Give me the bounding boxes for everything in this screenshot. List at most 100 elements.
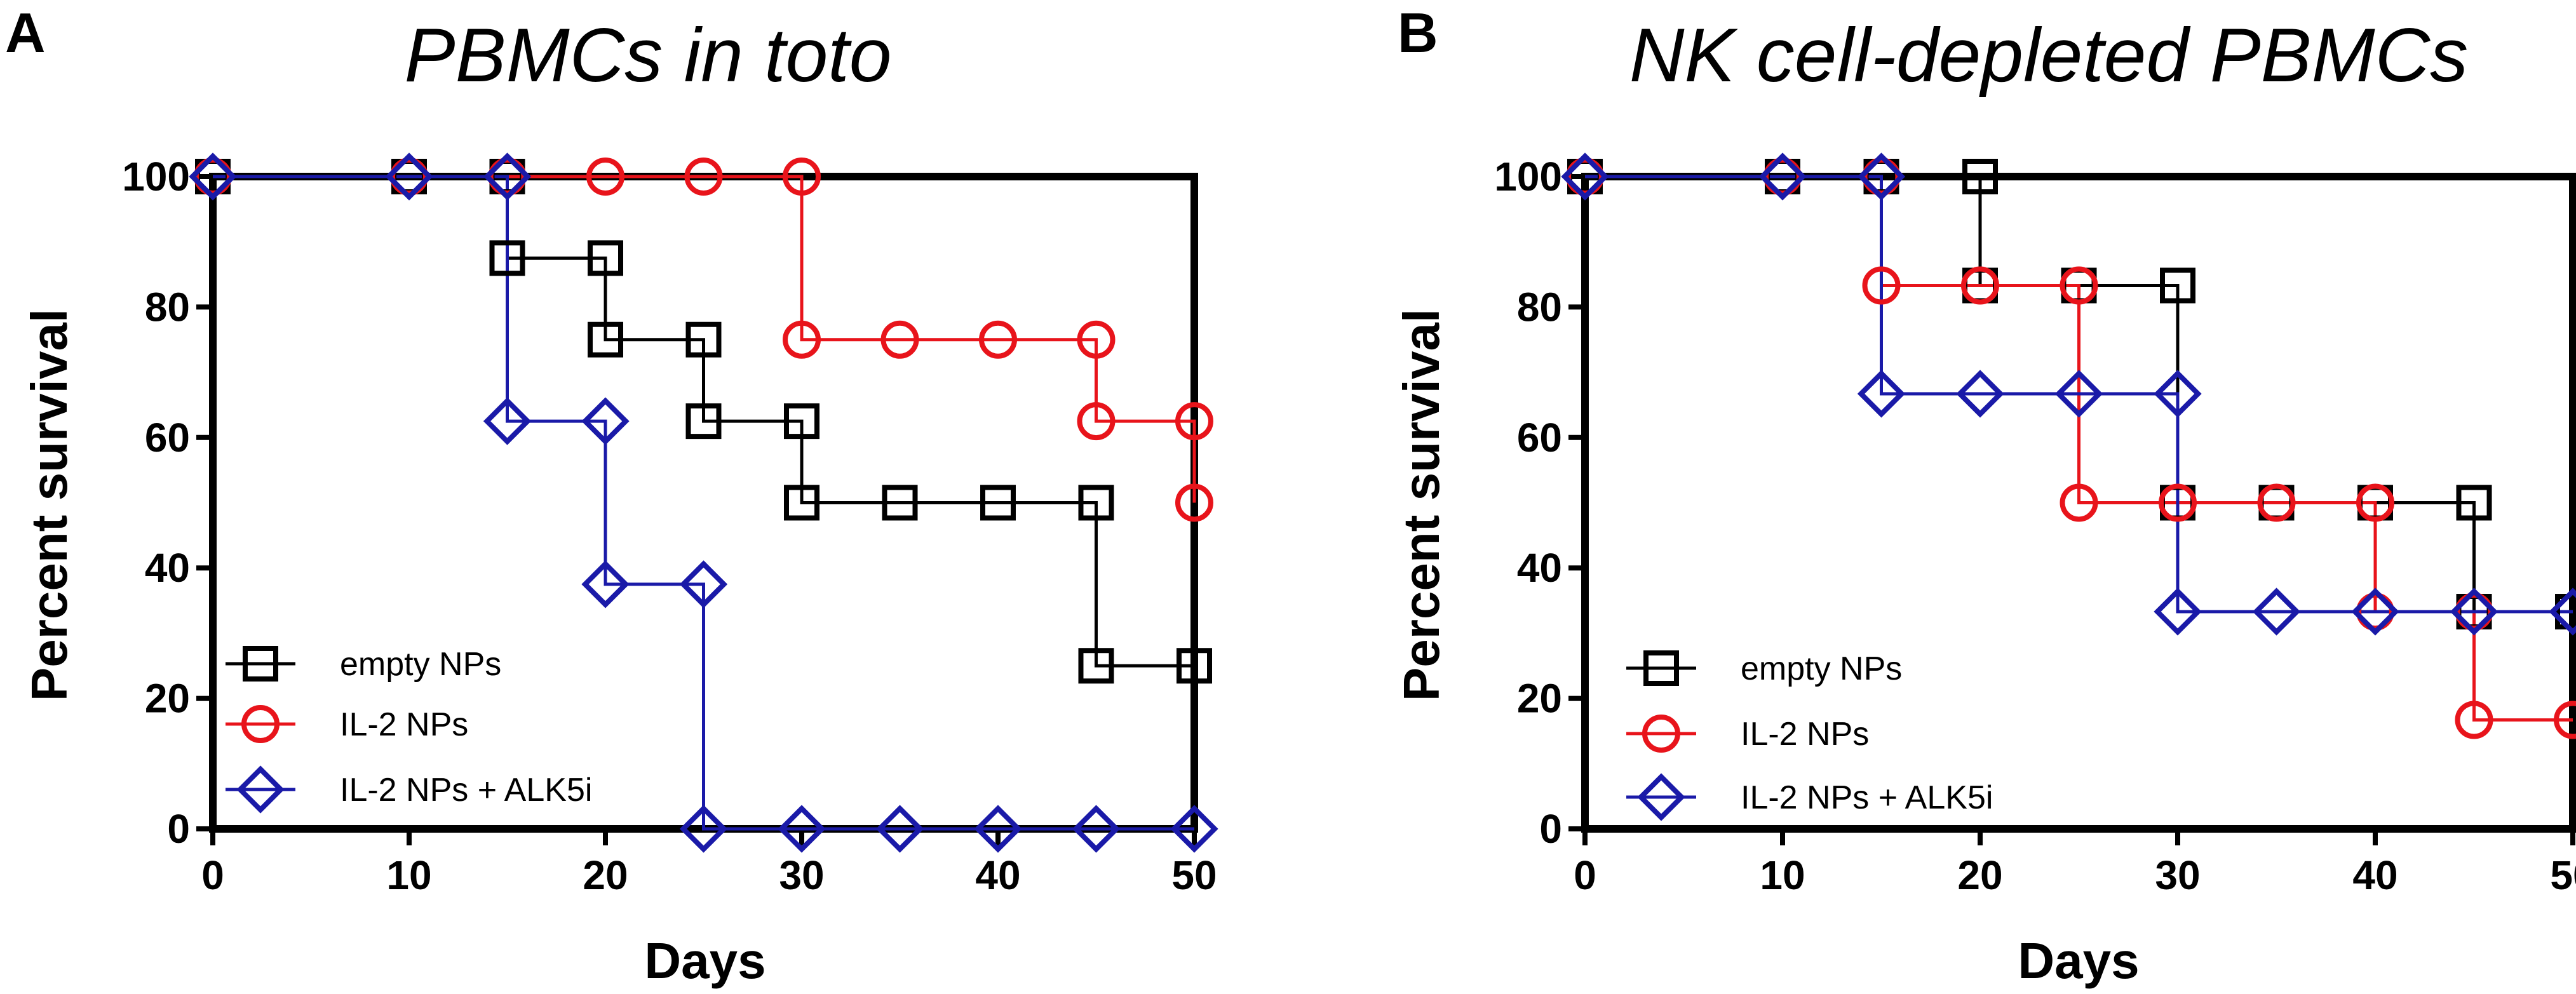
panel-b-series-2-marker (1857, 152, 1906, 201)
panel-a-series-line-2 (213, 175, 1194, 831)
panel-a-legend-marker-0 (243, 646, 278, 682)
panel-a-series-0-marker (1078, 648, 1114, 684)
panel-a-series-0-marker (980, 485, 1016, 521)
panel-b-legend-label-0: empty NPs (1741, 650, 1902, 687)
panel-b-series-0-marker (2555, 594, 2576, 630)
panel-b-series-2-marker (1956, 370, 2004, 418)
panel-a: A PBMCs in toto 0 20 40 60 80 100 0 10 20 30 40 50 e… (5, 1, 1218, 989)
panel-a-series-2-marker (875, 805, 924, 853)
panel-b-legend-label-1: IL-2 NPs (1741, 716, 1869, 753)
panel-a-series-1-marker (979, 320, 1017, 359)
panel-a-x-tick-label: 10 (386, 852, 431, 898)
panel-a-series-0-marker (588, 240, 623, 276)
panel-a-series-2-marker (778, 805, 826, 853)
panel-b-series-2-marker (2351, 588, 2399, 636)
panel-b-series-1-marker (1763, 158, 1802, 196)
panel-a-series-0-marker (685, 403, 722, 440)
panel-a-series-1-marker (488, 158, 527, 196)
panel-a-y-tick-label: 20 (145, 676, 190, 722)
panel-b-x-tick-label: 0 (1574, 852, 1596, 898)
panel-b-series-1-marker (2257, 483, 2296, 522)
panel-b-series-1-marker (2060, 483, 2098, 522)
panel-b-x-axis-title: Days (2018, 932, 2139, 989)
panel-b-series-0-marker (2456, 485, 2492, 521)
panel-a-letter: A (5, 1, 46, 64)
panel-a-series-0-marker (489, 240, 525, 276)
panel-b-x-tick-label: 30 (2155, 852, 2200, 898)
panel-b-series-line-2 (1585, 175, 2573, 614)
panel-a-series-1-marker (390, 158, 428, 196)
panel-b-series-1-marker (2455, 593, 2493, 631)
panel-a-series-0-marker (685, 321, 722, 358)
panel-b-y-tick-label: 100 (1494, 154, 1562, 199)
panel-b-y-tick-label: 80 (1517, 284, 1562, 330)
panel-a-legend-label-2: IL-2 NPs + ALK5i (340, 772, 592, 809)
panel-a-series-1-marker (1077, 402, 1116, 441)
panel-a-series-2-marker (581, 397, 630, 445)
panel-a-x-tick-label: 30 (779, 852, 824, 898)
panel-a-series-2-marker (1072, 805, 1121, 853)
panel-a-series-1-marker (194, 158, 232, 196)
panel-a-legend-marker-2 (236, 765, 285, 814)
panel-a-x-tick-label: 20 (583, 852, 628, 898)
panel-a-y-axis-title: Percent survival (21, 309, 78, 701)
panel-b-series-2-marker (2549, 588, 2576, 636)
panel-a-series-1-marker (880, 320, 919, 359)
panel-a-series-line-1 (213, 175, 1196, 503)
panel-b-y-tick-label: 20 (1517, 676, 1562, 722)
panel-a-x-axis-title: Days (644, 932, 765, 989)
panel-b-legend-label-2: IL-2 NPs + ALK5i (1741, 779, 1993, 816)
panel-b-plot: 0 20 40 60 80 100 0 10 20 30 40 50 empty NPs IL-2 NPs… (1494, 152, 2576, 898)
panel-a-x-tick-label: 40 (975, 852, 1020, 898)
panel-a-series-2-marker (679, 560, 728, 608)
panel-a-plot: 0 20 40 60 80 100 0 10 20 30 40 50 empty NPs IL-2 NPs… (122, 152, 1218, 898)
panel-a-series-1-marker (783, 320, 821, 359)
panel-b-series-0-marker (2160, 267, 2195, 304)
panel-a-legend-marker-1 (241, 705, 280, 743)
panel-b-series-2-marker (2450, 588, 2498, 636)
panel-b-series-1-marker (2060, 266, 2098, 305)
panel-b-series-1-marker (2455, 701, 2493, 739)
panel-b-legend-marker-2 (1637, 773, 1685, 821)
panel-b-y-tick-label: 0 (1539, 806, 1562, 852)
panel-a-series-1-marker (684, 158, 723, 196)
panel-b-series-1-marker (1862, 158, 1901, 196)
panel-b-series-1-marker (2159, 483, 2197, 522)
panel-b-series-2-marker (1758, 152, 1807, 201)
panel-a-series-0-marker (882, 485, 918, 521)
panel-a-series-2-marker (385, 152, 433, 201)
panel-a-series-0-marker (588, 321, 623, 358)
panel-a-series-0-marker (784, 403, 819, 440)
panel-b-x-tick-label: 50 (2550, 852, 2576, 898)
panel-a-series-2-marker (189, 152, 237, 201)
panel-b-series-2-marker (1857, 370, 1906, 418)
panel-a-series-2-marker (974, 805, 1022, 853)
panel-a-series-2-marker (1170, 805, 1218, 853)
panel-b-y-tick-label: 40 (1517, 545, 1562, 591)
panel-a-series-1-marker (1077, 320, 1116, 359)
panel-b-legend-marker-0 (1643, 650, 1679, 686)
panel-b-letter: B (1398, 1, 1438, 64)
panel-a-series-2-marker (483, 152, 532, 201)
panel-b-series-2-marker (2054, 370, 2103, 418)
panel-b-series-2-marker (2154, 370, 2202, 418)
panel-b-series-2-marker (2154, 588, 2202, 636)
panel-a-series-0-marker (784, 485, 819, 521)
panel-a-series-1-marker (1175, 402, 1213, 441)
panel-a-y-tick-label: 60 (145, 415, 190, 460)
panel-b-series-0-marker (1962, 159, 1998, 194)
panel-b-series-2-marker (1561, 152, 1609, 201)
panel-a-y-tick-label: 0 (167, 806, 190, 852)
panel-b: B NK cell-depleted PBMCs 0 20 40 60 80 100 0 10… (1393, 1, 2576, 989)
panel-a-y-tick-label: 80 (145, 284, 190, 330)
panel-a-series-2-marker (483, 397, 532, 445)
panel-b-series-1-marker (1566, 158, 1604, 196)
panel-a-series-2-marker (679, 805, 728, 853)
panel-a-series-0-marker (1177, 648, 1212, 684)
panel-b-series-1-marker (2356, 593, 2394, 631)
panel-b-x-tick-label: 40 (2352, 852, 2397, 898)
panel-a-y-tick-label: 40 (145, 545, 190, 591)
panel-b-series-2-marker (2252, 588, 2301, 636)
panel-b-series-1-marker (1862, 266, 1901, 305)
